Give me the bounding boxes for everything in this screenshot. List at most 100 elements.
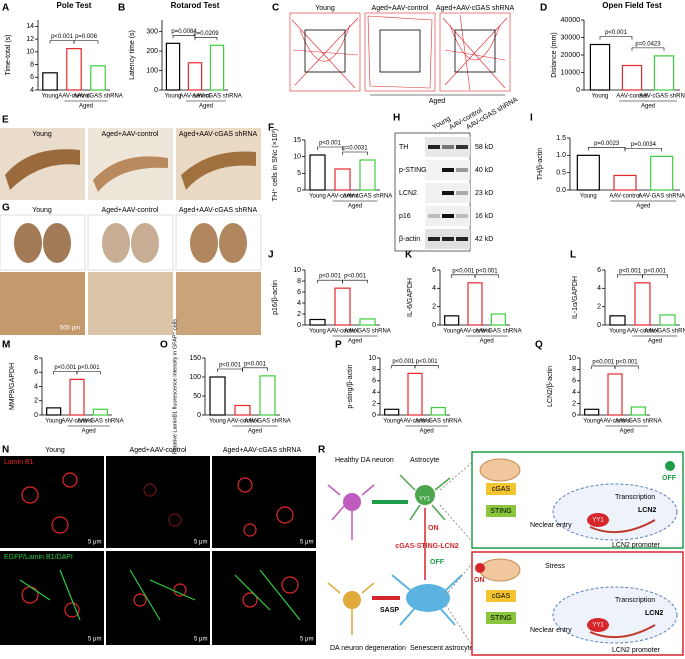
panel-letter: N xyxy=(2,445,9,456)
y-tick-label: 5 xyxy=(297,170,301,177)
panel-letter: F xyxy=(268,123,274,134)
x-tick-label: Young xyxy=(45,419,62,425)
panel-letter: O xyxy=(160,340,168,351)
y-tick-label: 2 xyxy=(297,311,301,318)
group-label: Aged xyxy=(480,339,494,345)
y-tick-label: 6 xyxy=(30,74,34,81)
row-label: p16 xyxy=(399,213,411,220)
panel-letter: E xyxy=(2,115,9,126)
panel-letter: P xyxy=(335,340,342,351)
image-label: Aged+AAV-control xyxy=(102,131,159,138)
bar xyxy=(46,407,62,416)
y-tick-label: 8 xyxy=(572,366,576,373)
bar xyxy=(165,42,181,91)
bar xyxy=(607,373,623,416)
x-tick-label: AAV-GAS shRNA xyxy=(415,419,462,425)
bar xyxy=(359,318,376,326)
x-tick-label: AAV-GAS shRNA xyxy=(244,419,291,425)
y-tick-label: 4 xyxy=(297,300,301,307)
y-tick-label: 6 xyxy=(34,369,38,376)
bar xyxy=(407,372,423,416)
y-tick-label: 0 xyxy=(197,412,201,419)
x-tick-label: AAV-GAS shRNA xyxy=(615,419,662,425)
bar xyxy=(621,64,643,91)
y-tick-label: 0.0 xyxy=(556,187,566,194)
box-label: LCN2 promoter xyxy=(612,647,661,654)
group-label: Aged xyxy=(429,98,445,105)
x-tick-label: AAV-control xyxy=(179,94,210,100)
bar xyxy=(66,48,82,91)
scale-label: 5 μm xyxy=(300,540,313,546)
group-label: Aged xyxy=(199,104,213,110)
bar xyxy=(430,406,446,416)
bar xyxy=(634,282,651,326)
y-tick-label: 6 xyxy=(572,378,576,385)
image-label: Aged+AAV-cGAS shRNA xyxy=(179,207,258,214)
row-label: β-actin xyxy=(399,236,420,243)
chart-title: Open Field Test xyxy=(602,1,662,10)
image-label: Aged+AAV-cGAS shRNA xyxy=(436,5,515,12)
x-tick-label: AAV-cGAS shRNA xyxy=(343,194,393,200)
row-label: TH xyxy=(399,144,408,151)
x-tick-label: Young xyxy=(209,419,226,425)
panel-letter: G xyxy=(2,203,10,214)
bar xyxy=(334,168,351,191)
image-label: Young xyxy=(45,447,65,454)
p-value: p<0.001 xyxy=(344,274,367,280)
p-bracket xyxy=(614,365,639,369)
column-label: Young xyxy=(431,115,452,131)
p-bracket xyxy=(617,274,643,278)
p-value: p<0.001 xyxy=(54,365,77,371)
box-label: ON xyxy=(474,577,485,584)
y-tick-label: 0 xyxy=(297,187,301,194)
box-label: STING xyxy=(490,508,511,515)
size-label: 23 kD xyxy=(475,190,493,197)
group-label: Aged xyxy=(636,204,650,210)
histology-images xyxy=(0,128,261,200)
y-tick-label: 6 xyxy=(297,289,301,296)
track-images xyxy=(289,12,511,92)
bar xyxy=(209,44,225,91)
x-tick-label: AAV-control xyxy=(327,329,358,335)
diagram-label: SASP xyxy=(380,607,399,614)
p-bracket xyxy=(342,151,368,155)
box-label: LCN2 xyxy=(638,507,656,514)
group-label: Aged xyxy=(79,104,93,110)
y-tick-label: 6 xyxy=(432,267,436,274)
panel-letter: H xyxy=(393,113,400,124)
x-tick-label: Young xyxy=(42,94,59,100)
panel-letter: B xyxy=(118,3,125,14)
box-label: OFF xyxy=(662,475,677,482)
panel-letter: M xyxy=(2,340,10,351)
p-value: p<0.001 xyxy=(644,268,667,274)
p-bracket xyxy=(76,371,101,375)
y-tick-label: 1.0 xyxy=(556,152,566,159)
x-tick-label: AAV-control xyxy=(399,419,430,425)
p-bracket xyxy=(217,368,243,372)
x-tick-label: AAV-GAS shRNA xyxy=(475,329,522,335)
y-tick-label: 8 xyxy=(372,366,376,373)
x-tick-label: Young xyxy=(383,419,400,425)
x-tick-label: AAV-cGAS shRNA xyxy=(192,94,242,100)
bar xyxy=(576,154,600,191)
p-bracket xyxy=(342,279,368,284)
y-tick-label: 30000 xyxy=(561,34,581,41)
x-tick-label: AAV-control xyxy=(609,194,640,200)
blot xyxy=(394,132,471,252)
bar xyxy=(92,408,108,416)
diagram-label: DA neuron degeneration xyxy=(330,645,406,652)
group-label: Aged xyxy=(641,104,655,110)
y-tick-label: 0.5 xyxy=(556,170,566,177)
diagram-label: OFF xyxy=(430,559,445,566)
x-tick-label: AAV-cGAS shRNA xyxy=(73,94,123,100)
p-value: p<0.001 xyxy=(416,359,439,365)
diagram-label: Healthy DA neuron xyxy=(335,457,394,464)
p-bracket xyxy=(642,274,668,278)
y-tick-label: 2 xyxy=(432,304,436,311)
x-tick-label: AAV-control xyxy=(599,419,630,425)
image-label: Aged+AAV-cGAS shRNA xyxy=(223,447,302,454)
bar xyxy=(359,159,376,191)
p-bracket xyxy=(194,36,218,41)
y-tick-label: 2 xyxy=(372,400,376,407)
